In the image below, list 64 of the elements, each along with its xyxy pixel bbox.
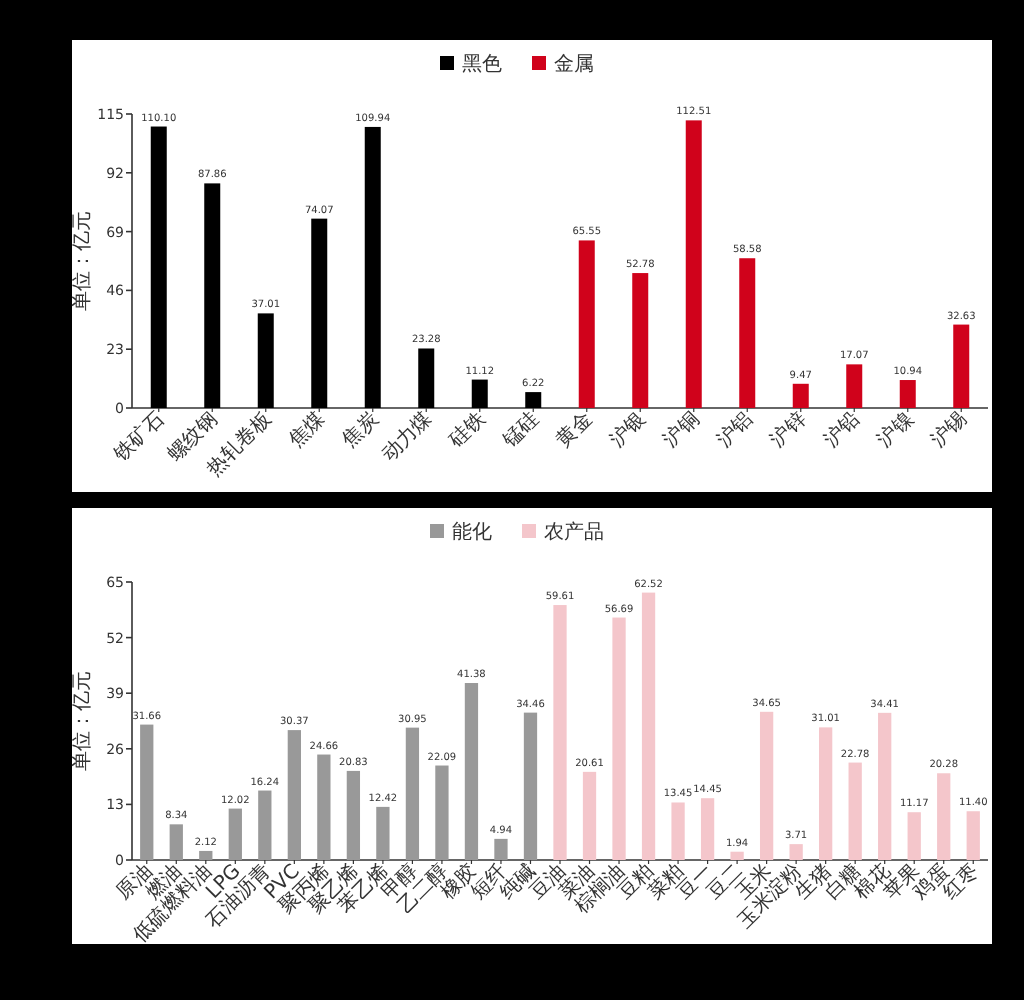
- x-tick-label: 沪镍: [872, 407, 918, 453]
- x-tick-label: 黄金: [551, 407, 597, 453]
- bar: [287, 730, 301, 860]
- x-tick-label: 硅铁: [443, 407, 490, 454]
- bar: [612, 617, 626, 860]
- y-axis-title: 单位：亿元: [70, 211, 94, 311]
- bar: [878, 712, 892, 860]
- bar: [471, 379, 488, 408]
- legend-label: 黑色: [462, 52, 502, 76]
- legend-label: 能化: [452, 520, 492, 544]
- bar: [199, 850, 213, 860]
- x-tick-label: 沪银: [605, 407, 651, 453]
- bar: [553, 605, 567, 860]
- x-tick-label: 动力煤: [377, 407, 437, 467]
- bar: [953, 324, 970, 408]
- bar: [150, 126, 167, 408]
- bar: [582, 771, 597, 860]
- bar: [819, 727, 833, 860]
- bar: [685, 120, 702, 408]
- bar: [494, 838, 508, 860]
- bar: [937, 773, 951, 860]
- bar: [418, 348, 435, 408]
- x-tick-label: 沪铜: [658, 407, 704, 453]
- bar: [228, 808, 242, 860]
- bar: [525, 392, 542, 408]
- bar: [204, 183, 221, 408]
- bar: [258, 790, 272, 860]
- bar: [346, 770, 361, 860]
- bar: [257, 313, 274, 408]
- bar: [641, 592, 656, 860]
- bar: [578, 240, 595, 408]
- bar: [700, 798, 715, 860]
- bar: [671, 802, 685, 860]
- bar: [311, 218, 328, 408]
- x-tick-label: 沪锡: [926, 407, 972, 453]
- bar: [966, 811, 980, 860]
- x-tick-label: 焦炭: [337, 407, 383, 453]
- bar: [464, 683, 479, 860]
- bar: [317, 754, 331, 860]
- bar: [759, 711, 774, 860]
- bar: [848, 762, 862, 860]
- legend-label: 农产品: [544, 520, 604, 544]
- bar: [523, 712, 538, 860]
- bar: [405, 727, 420, 860]
- bar: [899, 380, 916, 408]
- y-axis-title: 单位：亿元: [70, 671, 94, 771]
- bar: [789, 844, 803, 860]
- x-tick-label: 焦煤: [284, 407, 330, 453]
- x-tick-label: 沪铅: [819, 407, 865, 453]
- bar: [907, 812, 921, 860]
- bar: [632, 273, 649, 408]
- bar: [376, 806, 390, 860]
- bar: [792, 383, 809, 408]
- bar: [140, 724, 154, 860]
- bar: [169, 824, 183, 860]
- x-tick-label: 沪锌: [765, 407, 811, 453]
- legend-label: 金属: [554, 52, 594, 76]
- bar: [846, 364, 863, 408]
- x-tick-label: 沪铝: [712, 407, 758, 453]
- bar: [435, 765, 449, 860]
- bar: [730, 851, 744, 860]
- bar: [364, 126, 381, 408]
- bar: [739, 258, 756, 408]
- x-tick-label: 锰硅: [496, 407, 544, 454]
